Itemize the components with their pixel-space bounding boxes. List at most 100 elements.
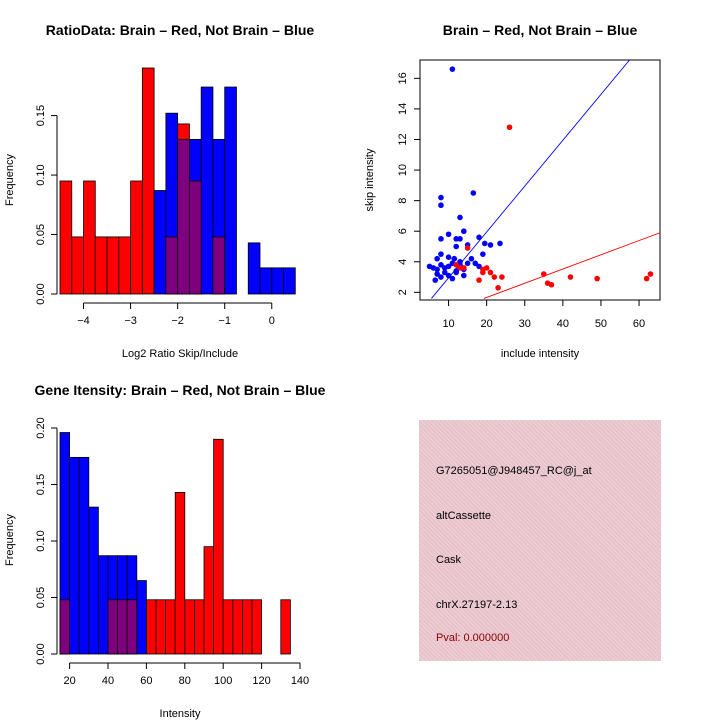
x-tick-label: 60	[633, 318, 645, 330]
y-tick-label: 0.05	[35, 224, 47, 245]
brain-point	[487, 269, 494, 276]
not-brain-point	[472, 260, 479, 267]
not-brain-bar	[271, 267, 284, 295]
scatter-y-axis: 2 4 6 8 10 12 14 16	[397, 72, 420, 295]
overlap-bar	[126, 599, 138, 655]
ratio-histogram-x-axis: −4 −3 −2 −1 0	[77, 302, 275, 327]
not-brain-point	[432, 277, 439, 283]
not-brain-point	[438, 202, 444, 209]
y-tick-label: 12	[397, 133, 409, 145]
scatter-title: Brain – Red, Not Brain – Blue	[443, 22, 638, 38]
not-brain-point	[481, 240, 488, 247]
not-brain-point	[449, 275, 456, 282]
overlap-bar	[212, 236, 226, 295]
brain-fit-line	[483, 232, 660, 299]
brain-point	[541, 271, 547, 277]
y-tick-label: 0.05	[35, 587, 47, 608]
ratio-histogram-ylabel: Frequency	[4, 154, 16, 206]
brain-bar	[155, 599, 166, 655]
brain-point	[499, 274, 505, 280]
y-tick-label: 16	[397, 72, 409, 84]
not-brain-bar	[98, 555, 109, 655]
brain-bar	[106, 236, 120, 295]
not-brain-point	[457, 214, 463, 221]
intensity-histogram-ylabel: Frequency	[4, 514, 16, 566]
y-tick-label: 0.20	[35, 417, 47, 438]
x-tick-label: 140	[291, 675, 309, 687]
x-tick-label: −2	[171, 315, 184, 327]
brain-point	[647, 271, 654, 277]
brain-point	[567, 274, 574, 280]
intensity-histogram-x-axis: 20 40 60 80 100 120 140	[63, 662, 309, 687]
brain-bar	[241, 599, 253, 655]
brain-point	[464, 245, 471, 251]
x-tick-label: 20	[63, 675, 75, 687]
not-brain-point	[453, 269, 459, 276]
not-brain-point	[438, 251, 444, 257]
not-brain-point	[438, 262, 444, 268]
x-tick-label: 40	[557, 318, 569, 330]
y-tick-label: 0.10	[35, 530, 47, 551]
not-brain-point	[438, 194, 444, 201]
y-tick-label: 2	[397, 289, 409, 295]
not-brain-bar	[283, 267, 296, 295]
brain-point	[483, 265, 490, 271]
not-brain-point	[434, 266, 440, 273]
brain-bar	[145, 599, 157, 655]
gene-name-text: Cask	[436, 554, 462, 566]
brain-bar	[118, 236, 131, 295]
y-tick-label: 0.00	[35, 643, 47, 664]
not-brain-point	[461, 228, 467, 235]
not-brain-bar	[69, 456, 80, 655]
ratio-histogram-bars	[59, 67, 296, 295]
event-type-text: altCassette	[436, 510, 492, 522]
not-brain-point	[468, 255, 475, 262]
overlap-bar	[177, 138, 190, 295]
not-brain-point	[445, 272, 452, 279]
ratio-histogram-title: RatioData: Brain – Red, Not Brain – Blue	[46, 22, 315, 38]
not-brain-bar	[247, 242, 261, 295]
x-tick-label: 80	[179, 675, 191, 687]
y-tick-label: 14	[397, 103, 409, 115]
x-tick-label: 30	[519, 318, 531, 330]
scatter-points	[426, 66, 654, 291]
x-tick-label: 40	[102, 675, 114, 687]
brain-bar	[184, 599, 195, 655]
not-brain-point	[453, 243, 459, 250]
x-tick-label: 20	[481, 318, 493, 330]
not-brain-point	[497, 240, 503, 247]
not-brain-point	[451, 255, 458, 262]
brain-bar	[71, 236, 84, 295]
not-brain-point	[480, 251, 486, 257]
not-brain-bar	[88, 506, 99, 655]
probe-id-text: G7265051@J948457_RC@j_at	[436, 465, 592, 477]
not-brain-point	[457, 236, 463, 242]
overlap-bar	[189, 180, 202, 295]
not-brain-point	[487, 242, 494, 248]
x-tick-label: 50	[595, 318, 607, 330]
scatter-x-axis: 10 20 30 40 50 60	[442, 300, 645, 330]
brain-point	[643, 275, 650, 282]
intensity-histogram-panel: Gene Itensity: Brain – Red, Not Brain – …	[4, 382, 326, 720]
overlap-bar	[107, 599, 118, 655]
y-tick-label: 8	[397, 198, 409, 204]
y-tick-label: 0.15	[35, 474, 47, 495]
y-tick-label: 4	[397, 259, 409, 265]
brain-bar	[222, 599, 234, 655]
brain-point	[453, 262, 459, 268]
not-brain-point	[445, 254, 452, 260]
y-tick-label: 10	[397, 164, 409, 176]
not-brain-fit-line	[431, 60, 630, 299]
not-brain-point	[434, 271, 440, 277]
not-brain-point	[476, 263, 482, 270]
x-tick-label: 60	[140, 675, 152, 687]
not-brain-point	[470, 190, 477, 196]
scatter-xlabel: include intensity	[501, 348, 580, 360]
scatter-plot-box	[419, 59, 661, 301]
x-tick-label: −1	[218, 315, 231, 327]
brain-bar	[213, 438, 224, 655]
not-brain-point	[438, 236, 444, 242]
not-brain-point	[434, 255, 440, 262]
x-tick-label: −4	[77, 315, 90, 327]
not-brain-bar	[200, 86, 214, 295]
